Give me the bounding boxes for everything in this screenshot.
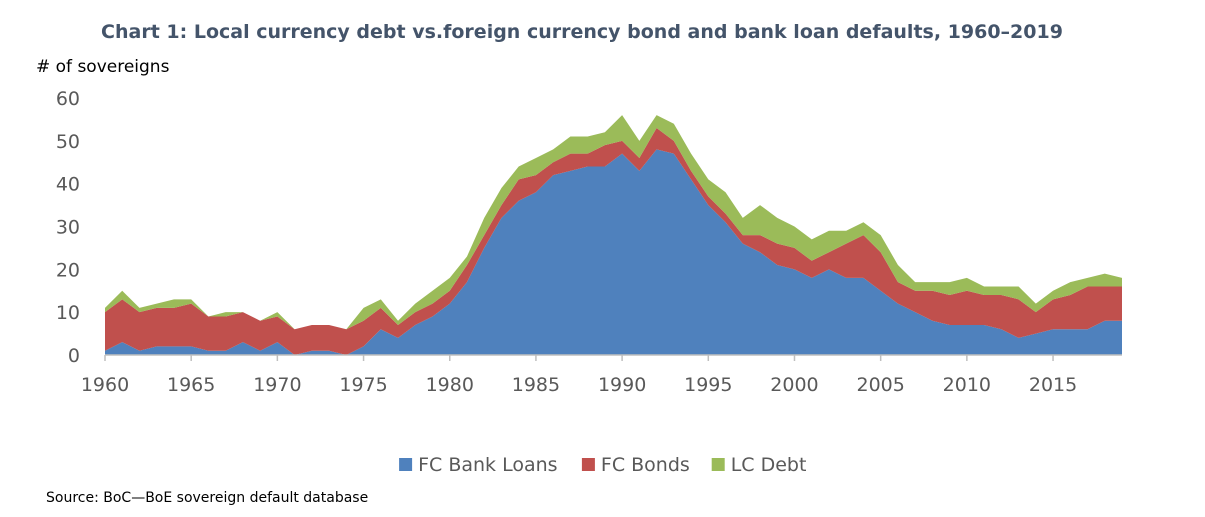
chart-title: Chart 1: Local currency debt vs.foreign … <box>101 21 1063 43</box>
y-axis-ticks: 0 10 20 30 40 50 60 <box>56 88 80 367</box>
x-tick-label-1960: 1960 <box>81 374 129 396</box>
y-tick-label-20: 20 <box>56 259 80 281</box>
legend-swatch-fc-bank-loans <box>399 458 413 471</box>
legend-label-fc-bank-loans: FC Bank Loans <box>418 454 557 476</box>
y-tick-label-0: 0 <box>68 345 80 367</box>
legend-swatch-lc-debt <box>711 458 725 471</box>
x-tick-label-2005: 2005 <box>856 374 904 396</box>
x-tick-label-2010: 2010 <box>943 374 991 396</box>
x-tick-label-1975: 1975 <box>339 374 387 396</box>
area-fc-bonds <box>105 127 1122 355</box>
x-tick-label-1995: 1995 <box>684 374 732 396</box>
x-tick-label-1990: 1990 <box>598 374 646 396</box>
x-tick-label-2000: 2000 <box>770 374 818 396</box>
y-tick-label-30: 30 <box>56 217 80 239</box>
area-fc-bank-loans <box>105 149 1122 355</box>
x-tick-label-2015: 2015 <box>1029 374 1077 396</box>
x-tick-label-1985: 1985 <box>512 374 560 396</box>
x-axis-ticks: 1960 1965 1970 1975 1980 1985 1990 1995 2000 2005… <box>81 355 1077 396</box>
legend-label-lc-debt: LC Debt <box>731 454 807 476</box>
source-note: Source: BoC—BoE sovereign default databa… <box>46 490 368 506</box>
x-tick-label-1970: 1970 <box>253 374 301 396</box>
plot-areas <box>105 115 1122 355</box>
x-tick-label-1980: 1980 <box>426 374 474 396</box>
x-tick-label-1965: 1965 <box>167 374 215 396</box>
y-tick-label-10: 10 <box>56 302 80 324</box>
y-axis-label: # of sovereigns <box>36 57 170 77</box>
y-tick-label-40: 40 <box>56 174 80 196</box>
legend-label-fc-bonds: FC Bonds <box>601 454 690 476</box>
y-tick-label-60: 60 <box>56 88 80 110</box>
y-tick-label-50: 50 <box>56 131 80 153</box>
legend: FC Bank Loans FC Bonds LC Debt <box>399 454 806 476</box>
legend-swatch-fc-bonds <box>581 458 595 471</box>
